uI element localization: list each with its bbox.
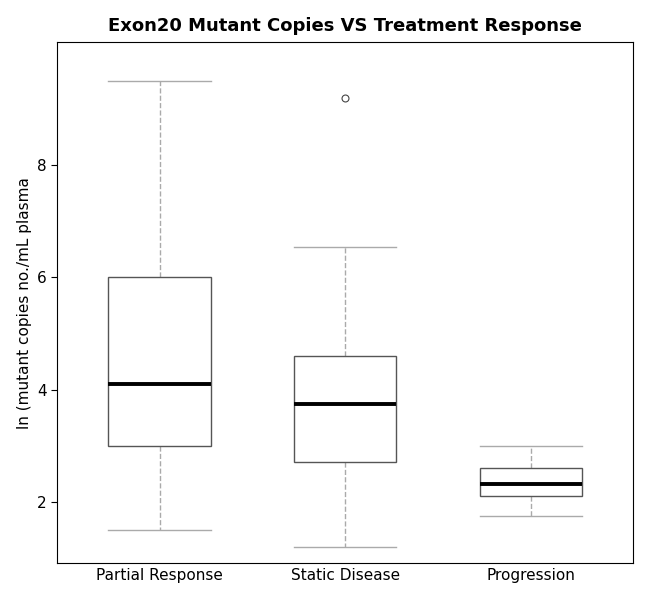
Bar: [109, 277, 211, 446]
Title: Exon20 Mutant Copies VS Treatment Response: Exon20 Mutant Copies VS Treatment Respon…: [109, 17, 582, 35]
Bar: [294, 356, 396, 463]
Bar: [480, 468, 582, 496]
Y-axis label: ln (mutant copies no./mL plasma: ln (mutant copies no./mL plasma: [17, 176, 32, 428]
